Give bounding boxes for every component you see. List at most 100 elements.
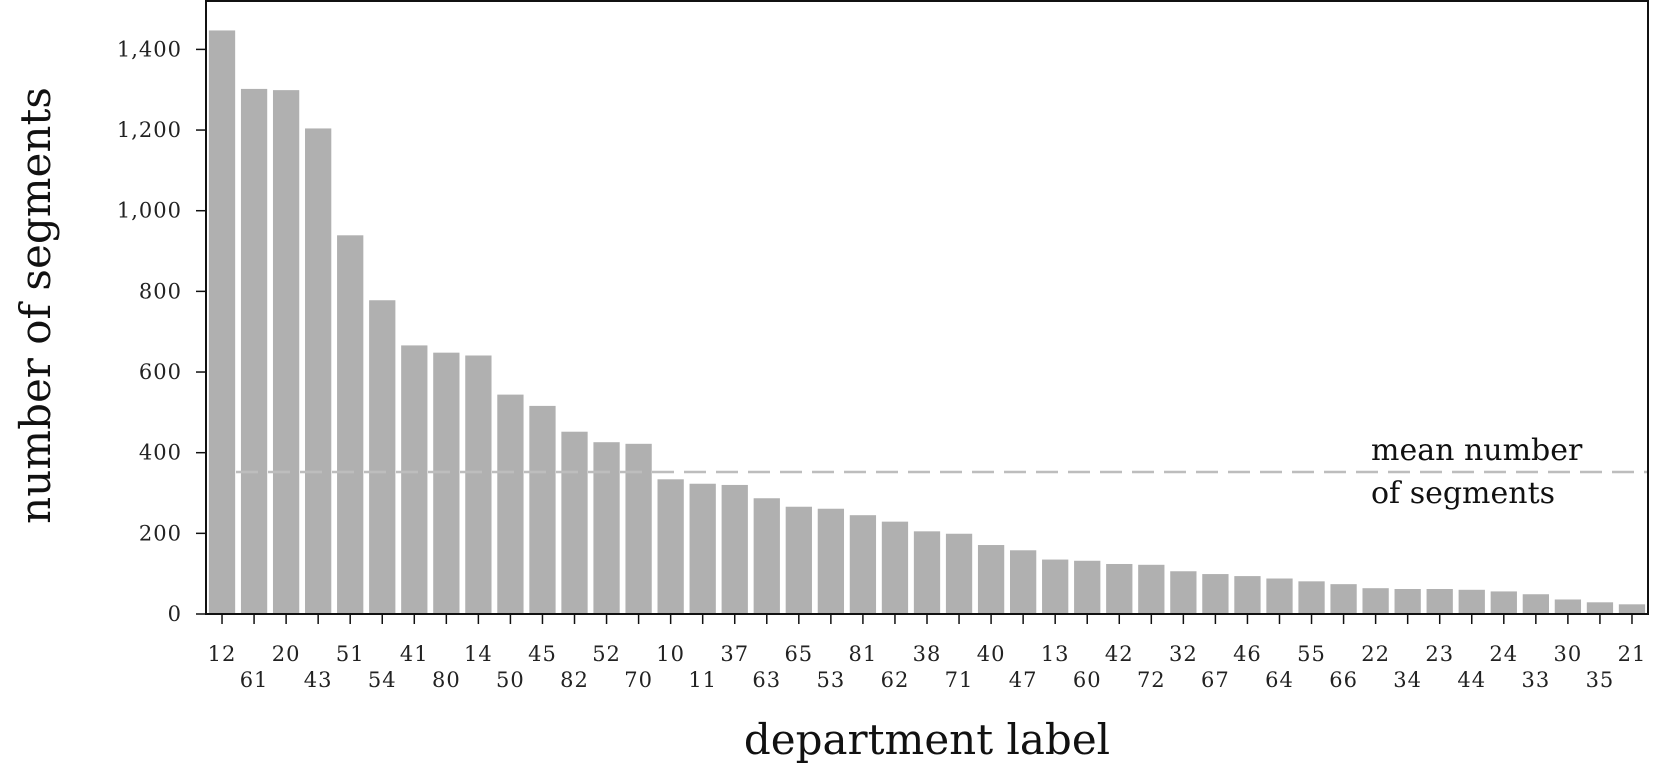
- x-tick-label-80: 80: [432, 668, 461, 692]
- bar-65: [785, 506, 812, 614]
- bar-64: [1266, 578, 1293, 614]
- bar-50: [497, 394, 524, 614]
- y-tick-label: 800: [139, 279, 182, 303]
- bar-12: [208, 30, 236, 614]
- x-tick-label-70: 70: [624, 668, 653, 692]
- x-tick-label-81: 81: [849, 642, 878, 666]
- bar-62: [881, 521, 909, 614]
- bar-41: [401, 345, 428, 614]
- x-tick-label-13: 13: [1041, 642, 1070, 666]
- x-tick-label-22: 22: [1361, 642, 1390, 666]
- bar-43: [305, 128, 332, 614]
- x-tick-label-33: 33: [1521, 668, 1550, 692]
- x-tick-label-54: 54: [368, 668, 397, 692]
- x-tick-label-24: 24: [1489, 642, 1518, 666]
- bar-67: [1202, 574, 1229, 614]
- x-tick-label-52: 52: [592, 642, 621, 666]
- bar-22: [1362, 588, 1389, 614]
- x-tick-label-42: 42: [1105, 642, 1134, 666]
- x-tick-label-43: 43: [304, 668, 333, 692]
- x-tick-label-34: 34: [1393, 668, 1422, 692]
- x-tick-label-50: 50: [496, 668, 525, 692]
- y-tick-label: 1,000: [117, 199, 182, 223]
- x-tick-label-35: 35: [1586, 668, 1615, 692]
- bar-20: [272, 90, 300, 614]
- x-tick-label-46: 46: [1233, 642, 1262, 666]
- x-tick-label-64: 64: [1265, 668, 1294, 692]
- x-tick-label-60: 60: [1073, 668, 1102, 692]
- x-tick-label-38: 38: [913, 642, 942, 666]
- bar-54: [369, 300, 396, 614]
- x-tick-label-66: 66: [1329, 668, 1358, 692]
- y-tick-label: 1,400: [117, 37, 182, 61]
- bar-52: [593, 442, 620, 614]
- bar-60: [1074, 560, 1101, 614]
- bar-53: [817, 508, 845, 614]
- bar-55: [1298, 581, 1325, 614]
- bar-35: [1586, 602, 1614, 614]
- bar-30: [1554, 599, 1582, 614]
- y-tick-label: 400: [139, 441, 182, 465]
- x-tick-label-12: 12: [208, 642, 237, 666]
- x-tick-label-62: 62: [881, 668, 910, 692]
- x-tick-label-23: 23: [1425, 642, 1454, 666]
- bar-14: [465, 355, 492, 614]
- x-tick-label-55: 55: [1297, 642, 1326, 666]
- bar-33: [1522, 594, 1549, 614]
- x-tick-label-53: 53: [817, 668, 846, 692]
- x-axis: 1261204351544180145045825270101137636553…: [208, 614, 1647, 692]
- bar-11: [689, 483, 716, 614]
- bar-38: [913, 531, 941, 614]
- x-tick-label-21: 21: [1618, 642, 1647, 666]
- bar-46: [1234, 576, 1261, 614]
- bar-66: [1330, 584, 1357, 614]
- bar-72: [1138, 564, 1165, 614]
- y-tick-label: 200: [139, 521, 182, 545]
- x-tick-label-61: 61: [240, 668, 269, 692]
- x-tick-label-11: 11: [688, 668, 717, 692]
- x-tick-label-44: 44: [1457, 668, 1486, 692]
- bar-71: [945, 533, 973, 614]
- bar-63: [753, 498, 780, 614]
- x-tick-label-37: 37: [720, 642, 749, 666]
- bar-61: [240, 88, 268, 615]
- y-axis-title: number of segments: [11, 87, 60, 524]
- x-tick-label-10: 10: [656, 642, 685, 666]
- x-tick-label-20: 20: [272, 642, 301, 666]
- x-tick-label-32: 32: [1169, 642, 1198, 666]
- bar-42: [1106, 563, 1133, 614]
- x-axis-title: department label: [744, 715, 1110, 764]
- mean-line-group: mean number of segments: [236, 433, 1648, 511]
- bars-layer: [208, 30, 1646, 615]
- y-tick-label: 1,200: [117, 118, 182, 142]
- x-tick-label-30: 30: [1554, 642, 1583, 666]
- y-axis: 0 200 400 600 800 1,000 1,200 1,400: [117, 37, 206, 626]
- mean-label-line-1: mean number: [1371, 433, 1583, 468]
- bar-23: [1426, 589, 1453, 614]
- y-tick-label: 0: [168, 602, 182, 626]
- bar-51: [337, 235, 364, 614]
- x-tick-label-82: 82: [560, 668, 589, 692]
- bar-32: [1170, 571, 1197, 614]
- x-tick-label-47: 47: [1009, 668, 1038, 692]
- bar-34: [1394, 589, 1421, 614]
- x-tick-label-14: 14: [464, 642, 493, 666]
- bar-13: [1042, 559, 1069, 614]
- bar-40: [977, 545, 1005, 614]
- bar-80: [433, 352, 460, 614]
- mean-label-line-2: of segments: [1371, 476, 1555, 511]
- x-tick-label-40: 40: [977, 642, 1006, 666]
- bar-47: [1010, 550, 1037, 614]
- x-tick-label-65: 65: [784, 642, 813, 666]
- x-tick-label-45: 45: [528, 642, 557, 666]
- x-tick-label-51: 51: [336, 642, 365, 666]
- x-tick-label-63: 63: [752, 668, 781, 692]
- bar-24: [1490, 591, 1517, 614]
- x-tick-label-72: 72: [1137, 668, 1166, 692]
- x-tick-label-71: 71: [945, 668, 974, 692]
- bar-82: [561, 431, 588, 614]
- bar-37: [721, 484, 748, 614]
- bar-44: [1458, 589, 1485, 614]
- bar-81: [849, 515, 877, 614]
- bar-21: [1618, 604, 1646, 614]
